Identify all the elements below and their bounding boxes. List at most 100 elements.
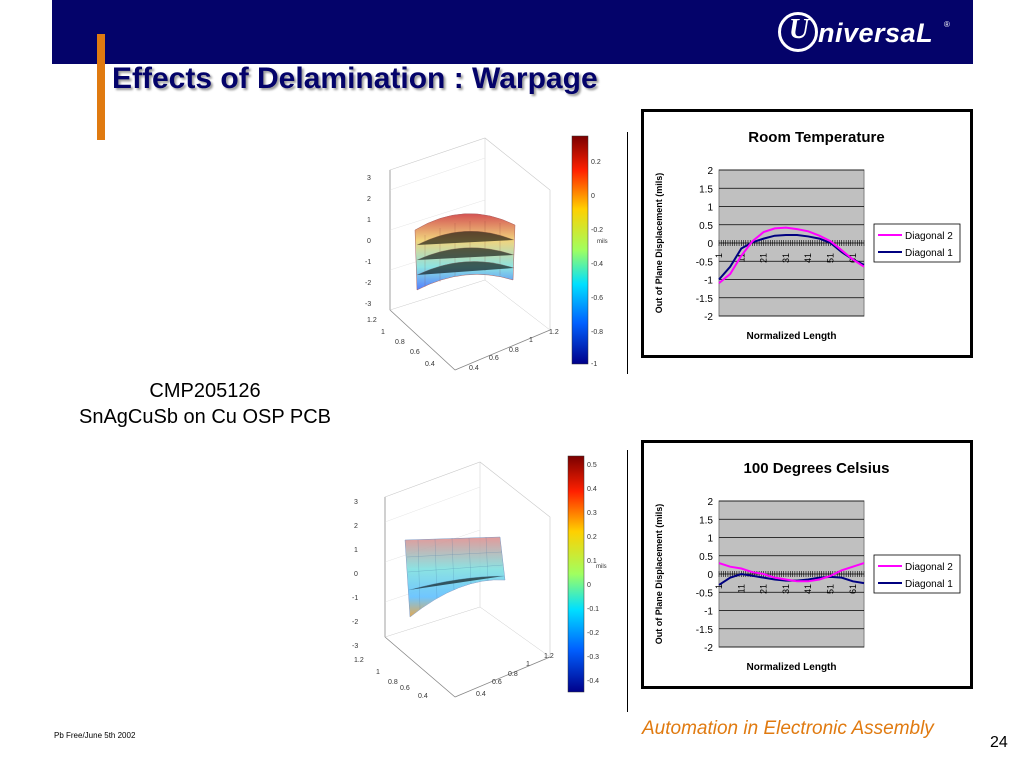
x-tick-label: 21 [759, 253, 769, 263]
x-tick-label: 41 [803, 253, 813, 263]
z-tick: 0 [367, 238, 371, 245]
y-tick: 0.8 [509, 347, 519, 354]
colorbar-tick: -0.3 [587, 654, 599, 661]
z-tick: -1 [365, 259, 371, 266]
colorbar-tick: 0.1 [587, 558, 597, 565]
universal-logo: U niversaL ® [778, 12, 958, 58]
x-tick-label: 1 [714, 253, 724, 258]
x-tick-label: 51 [826, 253, 836, 263]
surface-plot-100c: 3 2 1 0 -1 -2 -3 1.2 1 0.8 0.6 0.4 1.2 1… [352, 455, 607, 700]
y-tick-label: 2 [707, 497, 713, 508]
y-tick-label: 1.5 [699, 184, 713, 195]
z-tick: 0 [354, 571, 358, 578]
y-tick: 1 [529, 337, 533, 344]
y-tick-label: 0 [707, 239, 713, 250]
y-tick-label: -1 [704, 276, 713, 287]
footer-date: Pb Free/June 5th 2002 [54, 731, 136, 740]
y-tick-label: 0.5 [699, 552, 713, 563]
legend-label: Diagonal 1 [905, 248, 953, 259]
logo-letter: U [788, 14, 810, 45]
y-tick: 1.2 [544, 653, 554, 660]
colorbar-tick: 0 [587, 582, 591, 589]
x-tick-label: 61 [848, 253, 858, 263]
chart-title: Room Temperature [748, 129, 884, 146]
legend-box [873, 223, 961, 263]
divider-line-top [627, 132, 628, 374]
z-tick: 2 [367, 196, 371, 203]
chart-100-degrees-svg: 100 Degrees Celsius 2 1.5 1 0.5 0 -0.5 -1 -1.5 -2… [654, 460, 961, 673]
z-tick: -1 [352, 595, 358, 602]
x-tick: 1.2 [354, 657, 364, 664]
footer-tagline: Automation in Electronic Assembly [642, 718, 934, 739]
y-tick: 1.2 [549, 329, 559, 336]
colorbar-tick: 0.2 [591, 159, 601, 166]
slide-title: Effects of Delamination : Warpage [112, 62, 598, 95]
x-tick: 0.8 [395, 339, 405, 346]
sample-description: SnAgCuSb on Cu OSP PCB [79, 406, 331, 428]
y-tick: 1 [526, 661, 530, 668]
sample-caption: CMP205126 SnAgCuSb on Cu OSP PCB [30, 378, 380, 430]
z-tick: 1 [367, 217, 371, 224]
series-line-diagonal-1 [718, 233, 865, 281]
y-tick-label: -1.5 [696, 625, 714, 636]
y-tick: 0.6 [489, 355, 499, 362]
surface-plot-axes [384, 461, 551, 698]
colorbar-tick: 0 [591, 193, 595, 200]
legend-label: Diagonal 1 [905, 579, 953, 590]
z-tick: 3 [367, 175, 371, 182]
colorbar-tick: -0.8 [591, 329, 603, 336]
x-tick-label: 31 [781, 584, 791, 594]
y-tick-label: 2 [707, 166, 713, 177]
x-tick-label: 11 [736, 584, 746, 593]
x-axis-label: Normalized Length [746, 331, 836, 342]
colorbar-tick: -1 [591, 361, 597, 368]
y-tick-label: -2 [704, 312, 713, 323]
x-tick: 0.6 [400, 685, 410, 692]
x-tick-label: 21 [759, 584, 769, 594]
header-bar [52, 0, 973, 64]
x-tick-label: 1 [714, 584, 724, 589]
page-number: 24 [990, 734, 1008, 751]
z-tick: 2 [354, 523, 358, 530]
colorbar [571, 135, 589, 365]
chart-title: 100 Degrees Celsius [744, 460, 890, 477]
logo-circle-icon [778, 12, 818, 52]
x-tick-label: 61 [848, 584, 858, 594]
legend-label: Diagonal 2 [905, 231, 953, 242]
x-tick: 0.6 [410, 349, 420, 356]
colorbar-tick: -0.1 [587, 606, 599, 613]
sample-id: CMP205126 [149, 380, 261, 402]
x-tick: 0.4 [418, 693, 428, 700]
y-tick: 0.8 [508, 671, 518, 678]
x-tick-label: 31 [781, 253, 791, 263]
y-tick: 0.4 [469, 365, 479, 372]
series-line-diagonal-2 [718, 562, 865, 583]
colorbar-tick: 0.4 [587, 486, 597, 493]
z-tick: -2 [365, 280, 371, 287]
colorbar-tick: -0.4 [591, 261, 603, 268]
colorbar-tick: 0.3 [587, 510, 597, 517]
x-tick-label: 51 [826, 584, 836, 594]
y-tick: 0.4 [476, 691, 486, 698]
colorbar-unit: mils [596, 564, 607, 570]
x-tick-label: 41 [803, 584, 813, 594]
colorbar-tick: -0.4 [587, 678, 599, 685]
y-tick-label: -0.5 [696, 588, 714, 599]
y-tick-label: 1 [707, 203, 713, 214]
y-tick-label: 0 [707, 570, 713, 581]
z-tick: -2 [352, 619, 358, 626]
y-tick-label: -1 [704, 607, 713, 618]
legend-label: Diagonal 2 [905, 562, 953, 573]
z-tick: 3 [354, 499, 358, 506]
x-tick: 0.4 [425, 361, 435, 368]
y-tick-label: -0.5 [696, 257, 714, 268]
series-line-diagonal-2 [718, 226, 865, 284]
y-tick-label: 1.5 [699, 515, 713, 526]
z-tick: 1 [354, 547, 358, 554]
y-tick-label: 0.5 [699, 221, 713, 232]
legend-box [873, 554, 961, 594]
colorbar-unit: mils [597, 239, 608, 245]
colorbar-tick: -0.2 [587, 630, 599, 637]
z-tick: -3 [365, 301, 371, 308]
